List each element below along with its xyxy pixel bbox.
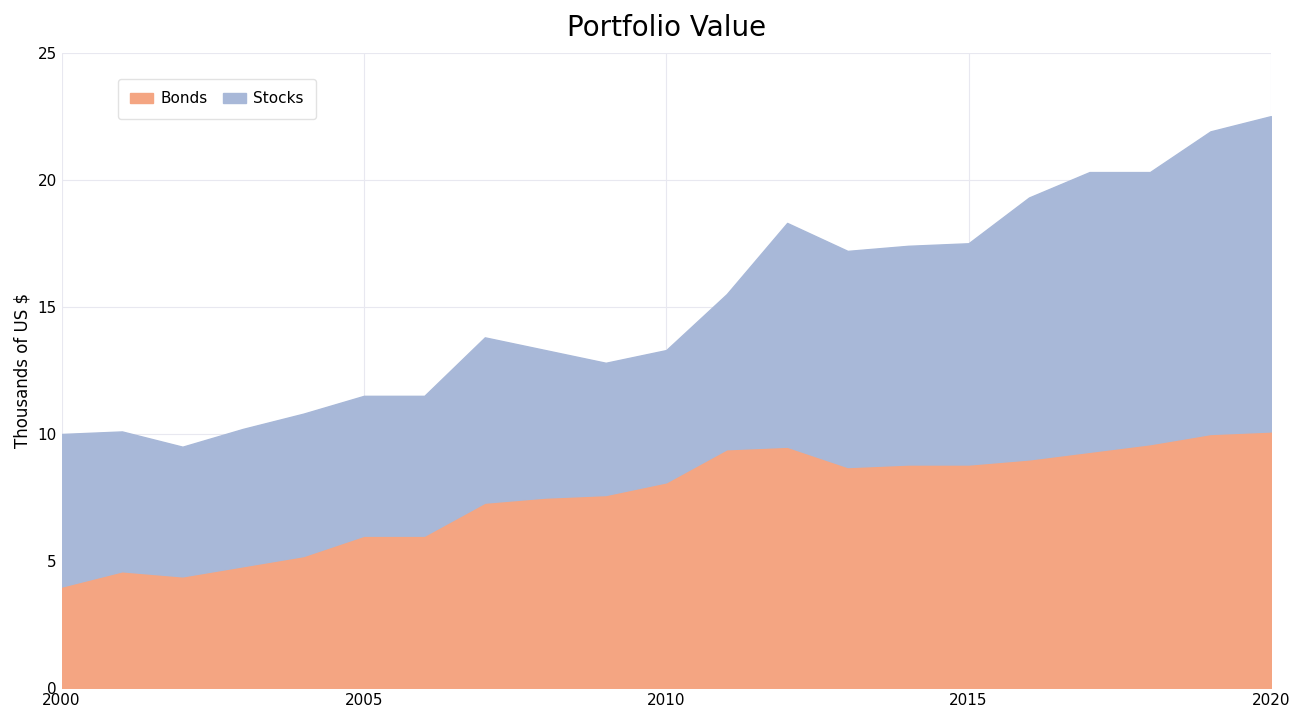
Y-axis label: Thousands of US $: Thousands of US $ [14,293,31,448]
Title: Portfolio Value: Portfolio Value [567,14,765,42]
Legend: Bonds, Stocks: Bonds, Stocks [117,79,316,118]
